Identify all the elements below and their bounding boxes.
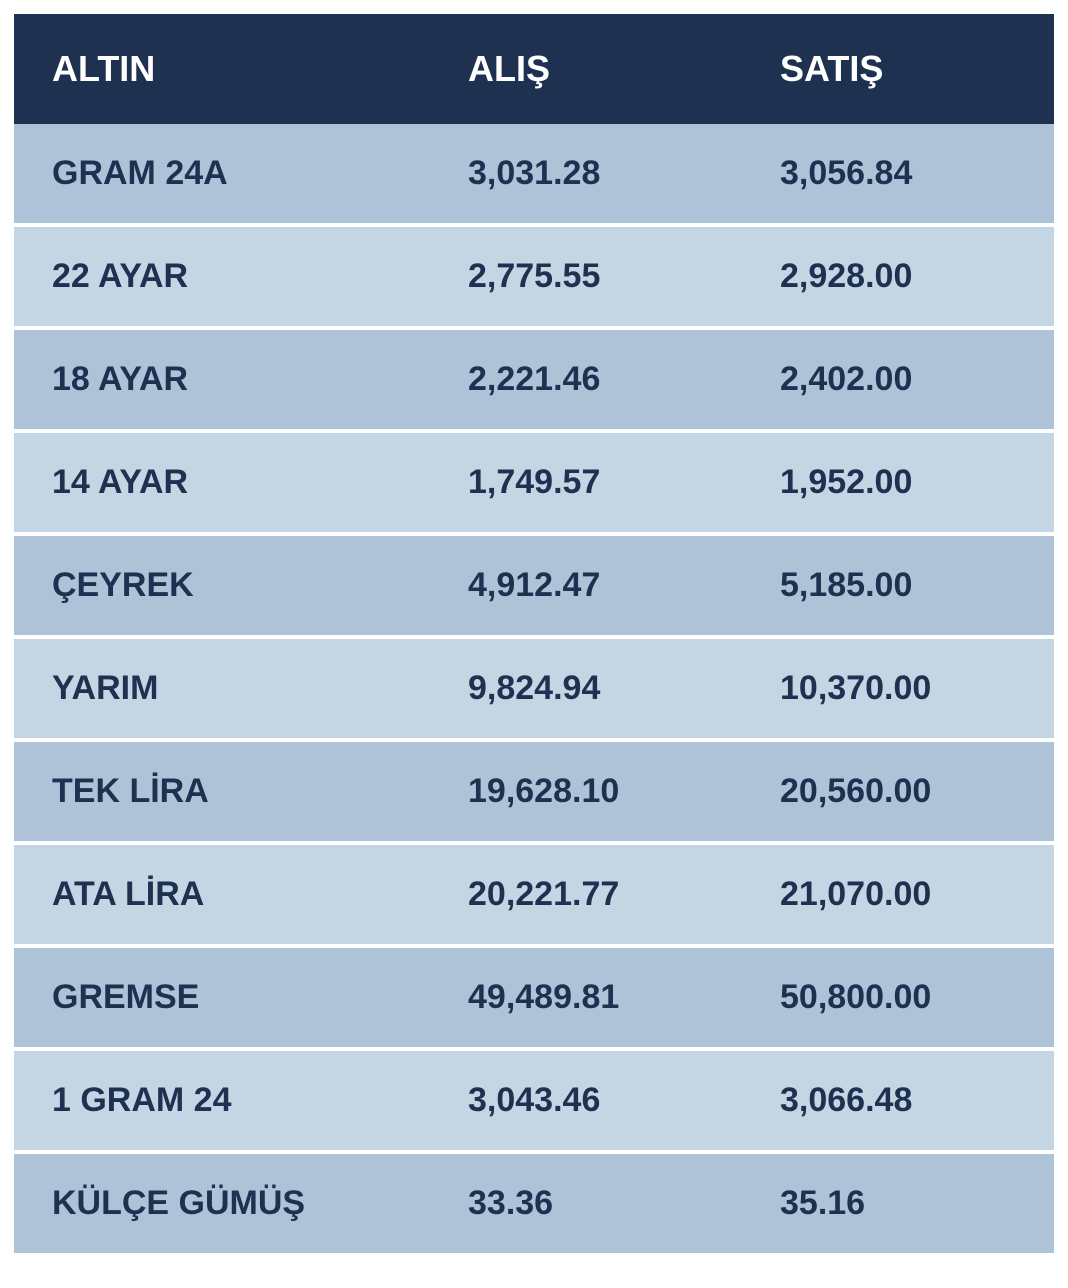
- row-sell-price: 21,070.00: [742, 843, 1054, 946]
- row-sell-price: 50,800.00: [742, 946, 1054, 1049]
- row-buy-price: 19,628.10: [430, 740, 742, 843]
- table-row: KÜLÇE GÜMÜŞ33.3635.16: [14, 1152, 1054, 1255]
- gold-price-table-container: ALTIN ALIŞ SATIŞ GRAM 24A3,031.283,056.8…: [0, 0, 1068, 1271]
- row-buy-price: 3,043.46: [430, 1049, 742, 1152]
- row-buy-price: 1,749.57: [430, 431, 742, 534]
- row-buy-price: 20,221.77: [430, 843, 742, 946]
- table-row: YARIM9,824.9410,370.00: [14, 637, 1054, 740]
- row-name: GREMSE: [14, 946, 430, 1049]
- table-row: 18 AYAR2,221.462,402.00: [14, 328, 1054, 431]
- row-buy-price: 2,221.46: [430, 328, 742, 431]
- table-body: GRAM 24A3,031.283,056.8422 AYAR2,775.552…: [14, 124, 1054, 1255]
- col-header-buy: ALIŞ: [430, 14, 742, 124]
- row-name: 18 AYAR: [14, 328, 430, 431]
- row-buy-price: 4,912.47: [430, 534, 742, 637]
- row-name: TEK LİRA: [14, 740, 430, 843]
- row-sell-price: 2,402.00: [742, 328, 1054, 431]
- col-header-name: ALTIN: [14, 14, 430, 124]
- table-row: ÇEYREK4,912.475,185.00: [14, 534, 1054, 637]
- row-buy-price: 49,489.81: [430, 946, 742, 1049]
- table-header-row: ALTIN ALIŞ SATIŞ: [14, 14, 1054, 124]
- table-row: ATA LİRA20,221.7721,070.00: [14, 843, 1054, 946]
- row-buy-price: 2,775.55: [430, 225, 742, 328]
- row-name: ATA LİRA: [14, 843, 430, 946]
- gold-price-table: ALTIN ALIŞ SATIŞ GRAM 24A3,031.283,056.8…: [14, 14, 1054, 1257]
- row-name: 14 AYAR: [14, 431, 430, 534]
- table-row: GRAM 24A3,031.283,056.84: [14, 124, 1054, 225]
- row-buy-price: 9,824.94: [430, 637, 742, 740]
- row-name: KÜLÇE GÜMÜŞ: [14, 1152, 430, 1255]
- table-row: GREMSE49,489.8150,800.00: [14, 946, 1054, 1049]
- row-name: 1 GRAM 24: [14, 1049, 430, 1152]
- row-sell-price: 1,952.00: [742, 431, 1054, 534]
- table-row: TEK LİRA19,628.1020,560.00: [14, 740, 1054, 843]
- row-name: 22 AYAR: [14, 225, 430, 328]
- row-sell-price: 3,066.48: [742, 1049, 1054, 1152]
- table-row: 14 AYAR1,749.571,952.00: [14, 431, 1054, 534]
- table-row: 1 GRAM 243,043.463,066.48: [14, 1049, 1054, 1152]
- row-name: YARIM: [14, 637, 430, 740]
- row-name: ÇEYREK: [14, 534, 430, 637]
- col-header-sell: SATIŞ: [742, 14, 1054, 124]
- row-sell-price: 35.16: [742, 1152, 1054, 1255]
- row-sell-price: 2,928.00: [742, 225, 1054, 328]
- row-sell-price: 20,560.00: [742, 740, 1054, 843]
- row-buy-price: 33.36: [430, 1152, 742, 1255]
- row-sell-price: 5,185.00: [742, 534, 1054, 637]
- row-buy-price: 3,031.28: [430, 124, 742, 225]
- row-sell-price: 10,370.00: [742, 637, 1054, 740]
- row-name: GRAM 24A: [14, 124, 430, 225]
- table-row: 22 AYAR2,775.552,928.00: [14, 225, 1054, 328]
- row-sell-price: 3,056.84: [742, 124, 1054, 225]
